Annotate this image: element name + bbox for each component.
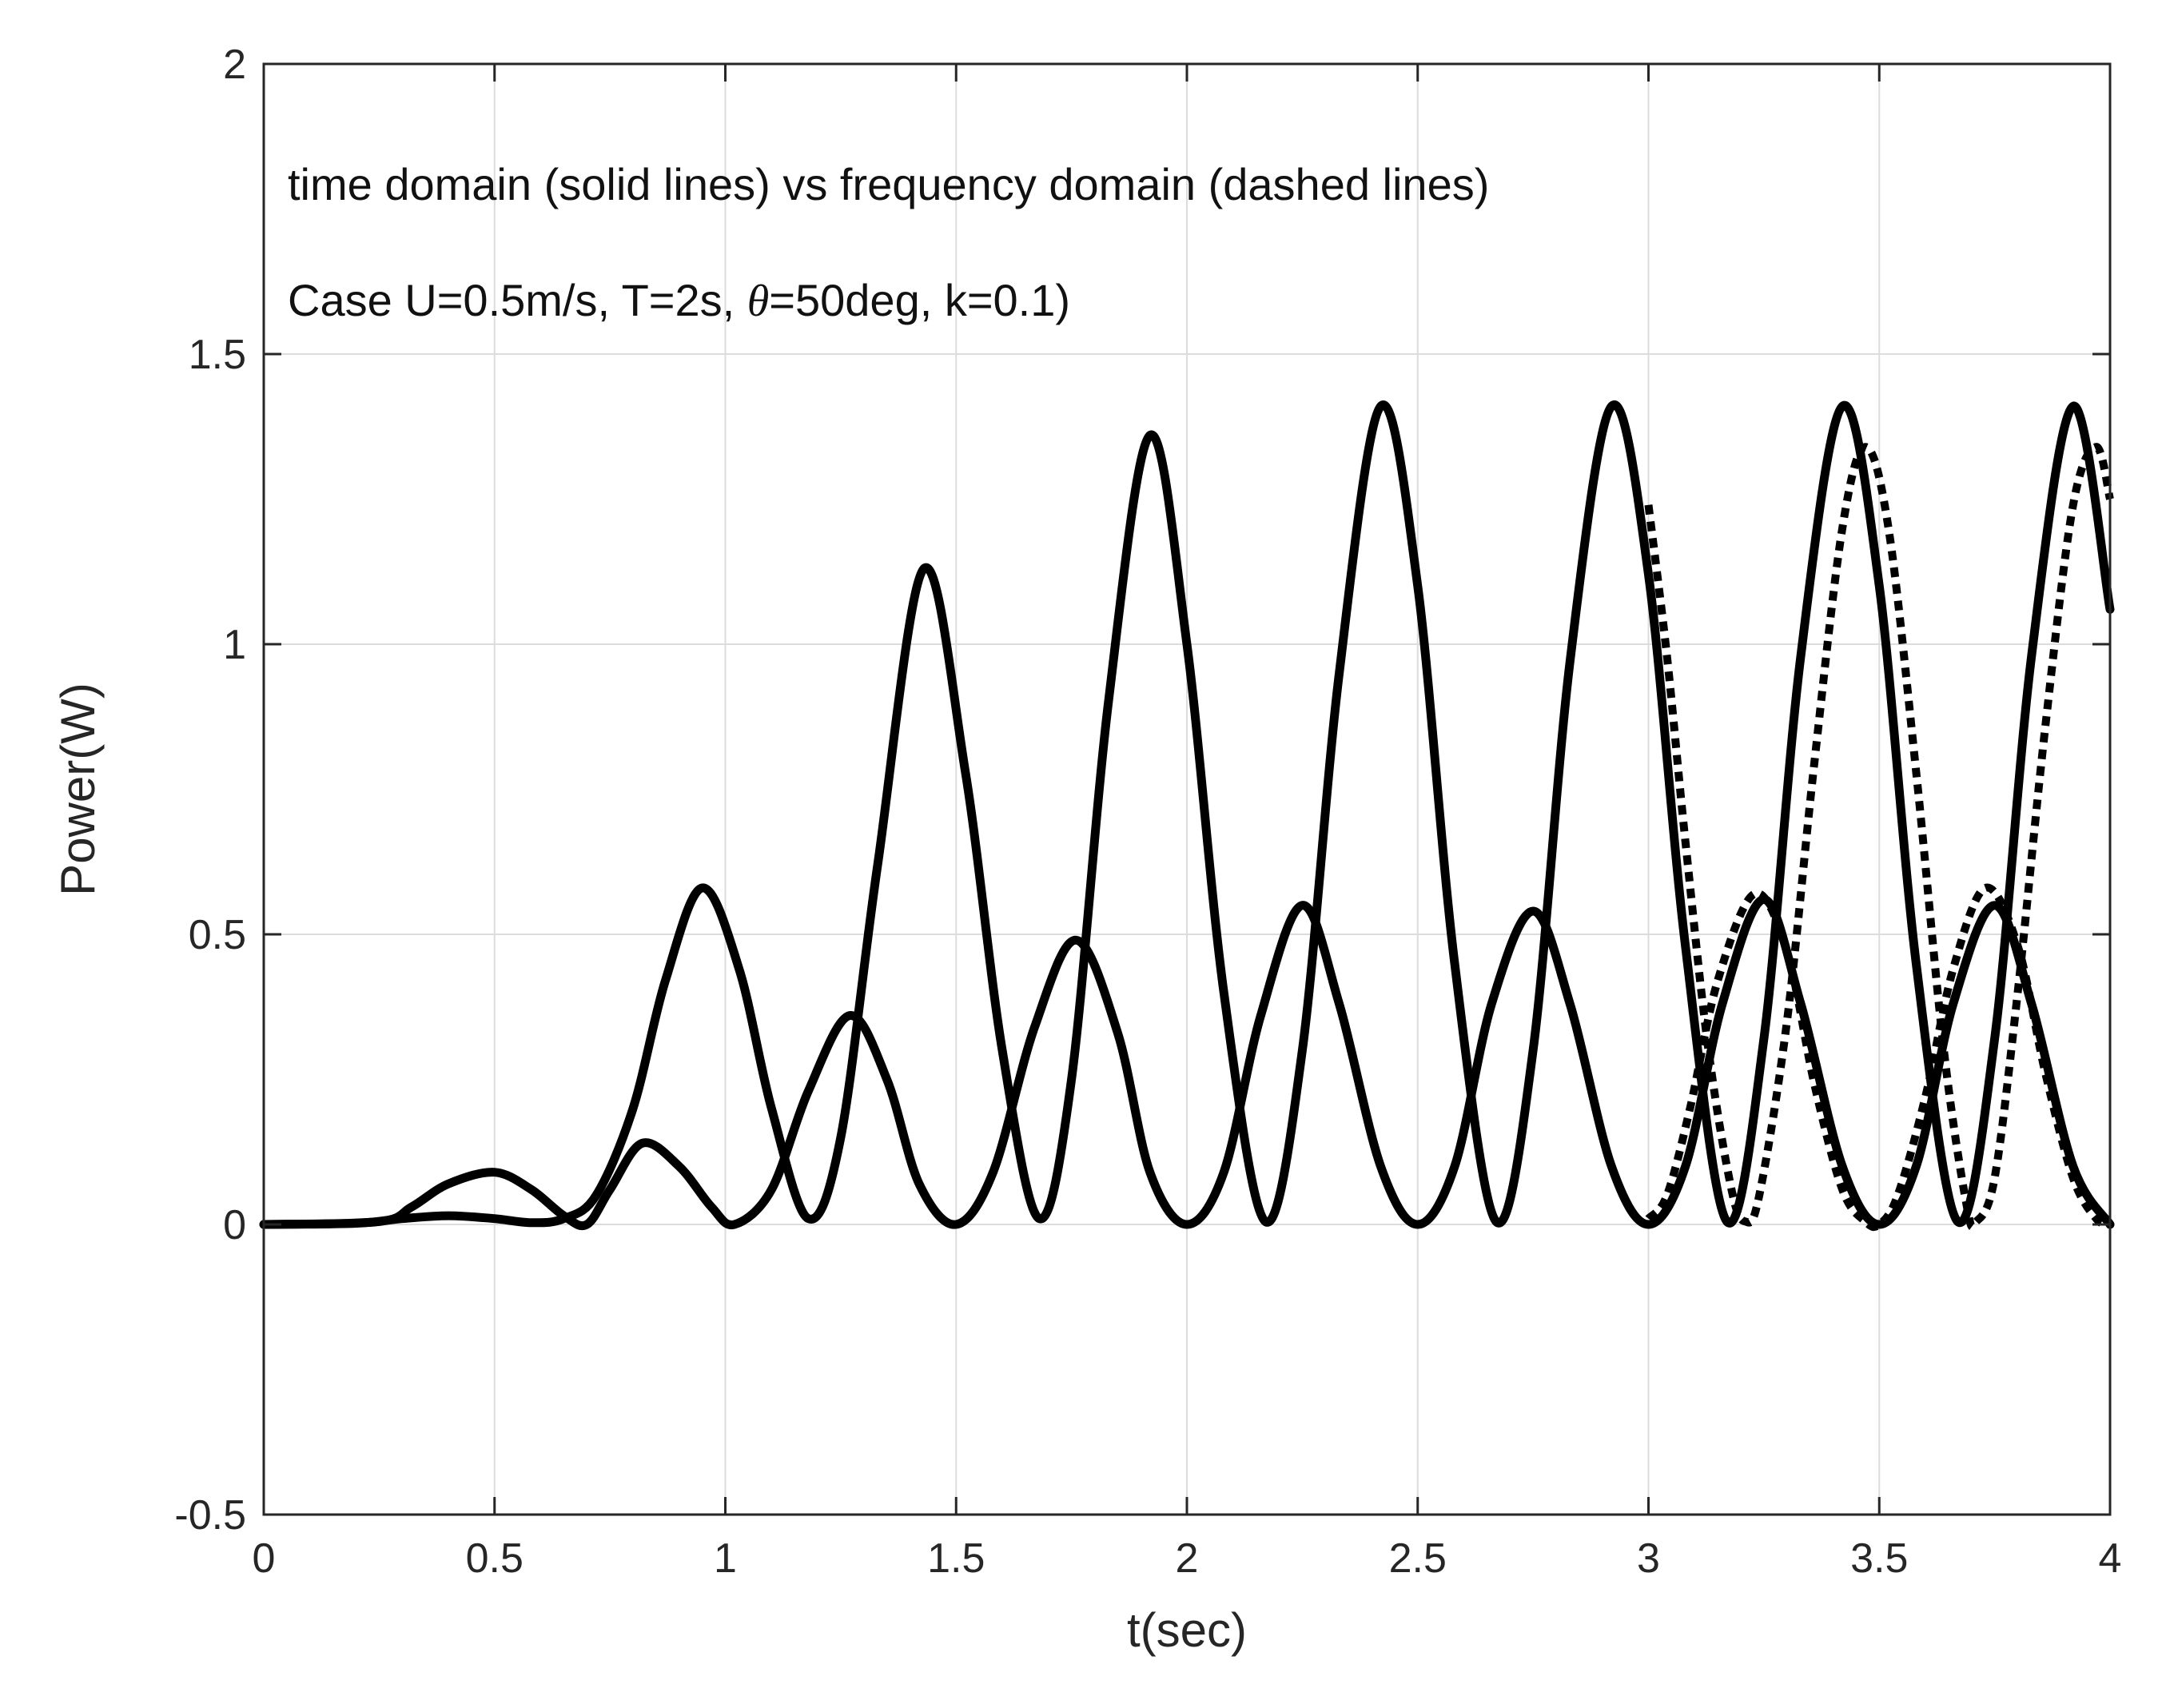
x-tick-label: 1.5 bbox=[927, 1535, 985, 1582]
y-tick-label: 1 bbox=[223, 622, 246, 668]
frequency-domain-series-line-4 bbox=[1645, 883, 2112, 1232]
y-tick-label: 0.5 bbox=[189, 912, 246, 958]
x-tick-label: 2 bbox=[1176, 1535, 1199, 1582]
x-tick-label: 4 bbox=[2099, 1535, 2122, 1582]
y-tick-label: 0 bbox=[223, 1202, 246, 1248]
x-tick-label: 0 bbox=[253, 1535, 276, 1582]
x-tick-label: 3 bbox=[1637, 1535, 1660, 1582]
y-axis-label: Power(W) bbox=[51, 683, 105, 896]
frequency-domain-series-line-3 bbox=[1644, 443, 2114, 1231]
y-tick-label: -0.5 bbox=[174, 1492, 246, 1539]
y-tick-label: 2 bbox=[223, 42, 246, 88]
x-axis-label: t(sec) bbox=[1127, 1603, 1247, 1657]
annotation-line-1: time domain (solid lines) vs frequency d… bbox=[288, 159, 1489, 209]
y-tick-label: 1.5 bbox=[189, 332, 246, 378]
x-tick-label: 2.5 bbox=[1389, 1535, 1447, 1582]
x-tick-label: 3.5 bbox=[1850, 1535, 1908, 1582]
annotation-line-2-prefix: Case U=0.5m/s, T=2s, bbox=[288, 275, 747, 325]
time-domain-series-line-1 bbox=[259, 400, 2115, 1229]
x-tick-label: 1 bbox=[714, 1535, 737, 1582]
annotation-line-2-suffix: =50deg, k=0.1) bbox=[769, 275, 1070, 325]
ticks-layer: 0 0.5 1 1.5 2 2.5 3 3.5 4-0.500.511.52 bbox=[174, 42, 2121, 1582]
series-layer bbox=[259, 400, 2115, 1232]
annotation-line-2: Case U=0.5m/s, T=2s, θ=50deg, k=0.1) bbox=[288, 275, 1070, 326]
x-tick-label: 0.5 bbox=[466, 1535, 524, 1582]
time-domain-series-line-2 bbox=[259, 894, 2115, 1231]
annotation-theta-symbol: θ bbox=[747, 277, 770, 326]
